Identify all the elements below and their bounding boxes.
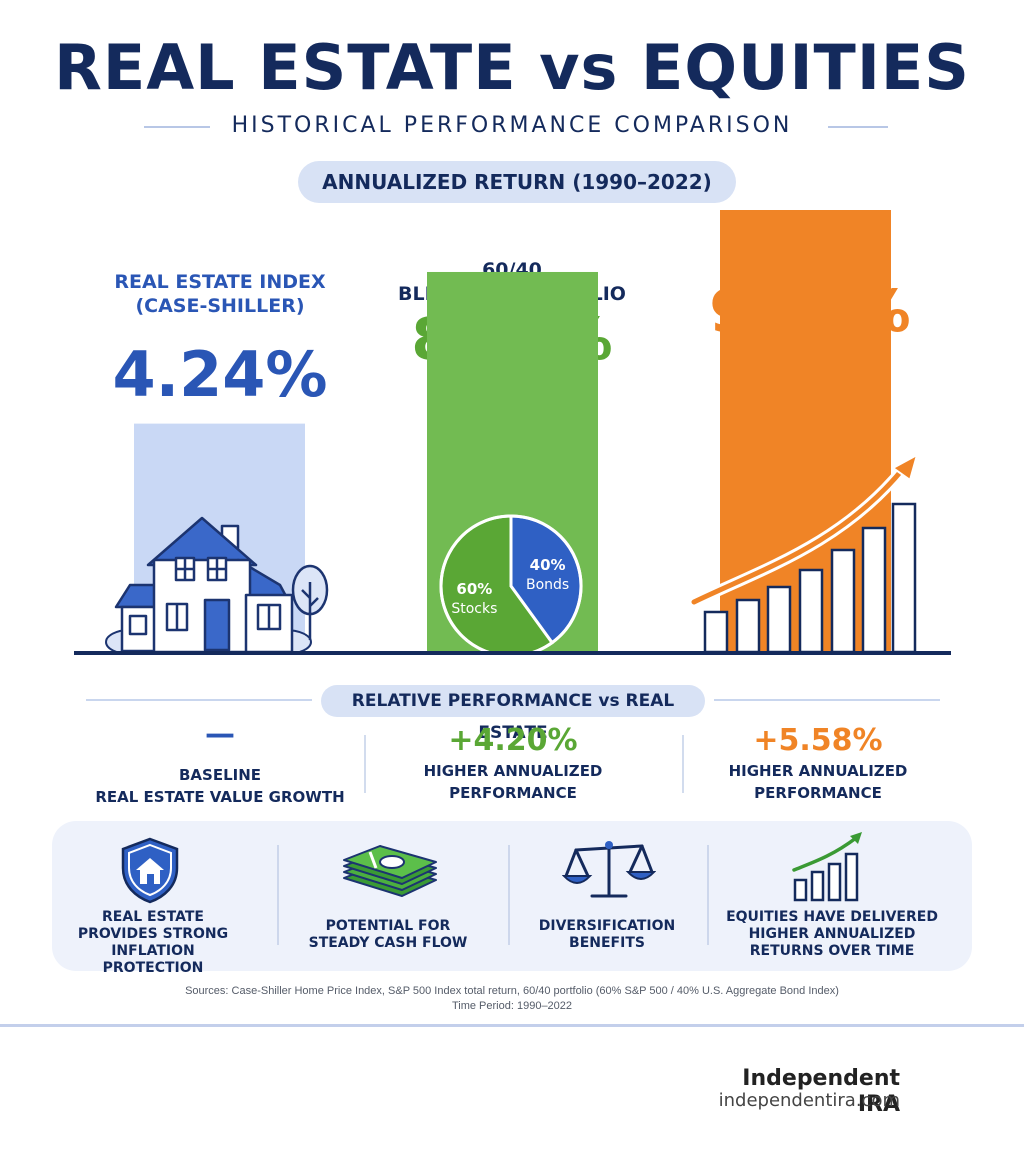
- brand-url: independentira.com: [718, 1090, 900, 1111]
- feature-inflation: REAL ESTATE PROVIDES STRONG INFLATION PR…: [60, 909, 246, 977]
- pie-label-value: 60%: [456, 580, 492, 598]
- feature-line: DIVERSIFICATION: [538, 918, 676, 934]
- bar-value-real-estate: 4.24%: [112, 338, 328, 411]
- brand-name: Independent IRA: [742, 1066, 900, 1117]
- chart-baseline: [74, 651, 951, 655]
- bar-chart: 60% Stocks 40% Bonds: [74, 210, 951, 658]
- feature-divider: [508, 845, 510, 945]
- relative-line: REAL ESTATE VALUE GROWTH: [95, 788, 345, 806]
- section-rule-right: [714, 699, 940, 701]
- time-period-text: Time Period: 1990–2022: [451, 1000, 573, 1012]
- arrow-up-icon: [688, 452, 919, 608]
- bars-growth-icon: [703, 502, 917, 654]
- feature-line: INFLATION PROTECTION: [102, 943, 204, 976]
- relative-item-baseline: — BASELINE REAL ESTATE VALUE GROWTH: [90, 718, 350, 808]
- house-icon: [105, 516, 312, 655]
- relative-pill: RELATIVE PERFORMANCE vs REAL ESTATE: [321, 685, 705, 743]
- feature-line: STEADY CASH FLOW: [308, 935, 468, 951]
- relative-item-blended: +4.20% HIGHER ANNUALIZED PERFORMANCE: [383, 724, 643, 804]
- feature-line: RETURNS OVER TIME: [749, 943, 915, 959]
- relative-divider: [682, 735, 684, 793]
- cash-stack-icon: [343, 845, 437, 897]
- bar-label-real-estate: REAL ESTATE INDEX (CASE-SHILLER): [100, 270, 340, 318]
- pie-chart: 60% Stocks 40% Bonds: [439, 514, 583, 658]
- pie-label-value: 40%: [530, 556, 566, 574]
- relative-line: HIGHER ANNUALIZED: [423, 762, 603, 780]
- pie-label-name: Bonds: [526, 577, 569, 593]
- sources-text: Sources: Case-Shiller Home Price Index, …: [185, 985, 839, 997]
- subtitle-rule-right: [828, 126, 888, 128]
- page-subtitle: HISTORICAL PERFORMANCE COMPARISON: [231, 113, 793, 138]
- relative-divider: [364, 735, 366, 793]
- feature-line: REAL ESTATE: [102, 909, 204, 925]
- pie-label-name: Stocks: [451, 601, 497, 617]
- balance-scale-icon: [562, 841, 656, 898]
- feature-divider: [707, 845, 709, 945]
- bar-label-line: (CASE-SHILLER): [135, 295, 305, 317]
- relative-head: —: [205, 717, 235, 752]
- shield-house-icon: [121, 837, 179, 904]
- feature-cash-flow: POTENTIAL FOR STEADY CASH FLOW: [293, 918, 483, 952]
- feature-equities: EQUITIES HAVE DELIVERED HIGHER ANNUALIZE…: [722, 909, 942, 960]
- relative-line: PERFORMANCE: [449, 784, 577, 802]
- bar-label-line: REAL ESTATE INDEX: [114, 271, 326, 293]
- section-rule-left: [86, 699, 312, 701]
- relative-line: HIGHER ANNUALIZED: [728, 762, 908, 780]
- period-pill: ANNUALIZED RETURN (1990–2022): [298, 161, 736, 203]
- footer-rule: [0, 1024, 1024, 1027]
- feature-divider: [277, 845, 279, 945]
- subtitle-rule-left: [144, 126, 210, 128]
- relative-head: +5.58%: [753, 723, 883, 758]
- page-title: REAL ESTATE vs EQUITIES: [54, 31, 970, 104]
- feature-line: HIGHER ANNUALIZED: [748, 926, 916, 942]
- pie-outline: [439, 514, 583, 658]
- relative-head: +4.20%: [448, 723, 578, 758]
- feature-line: EQUITIES HAVE DELIVERED: [726, 909, 938, 925]
- feature-diversification: DIVERSIFICATION BENEFITS: [512, 918, 702, 952]
- feature-line: BENEFITS: [569, 935, 645, 951]
- tree-icon: [291, 564, 329, 640]
- relative-line: BASELINE: [178, 766, 262, 784]
- growth-chart-icon: [792, 832, 862, 902]
- relative-item-sp500: +5.58% HIGHER ANNUALIZED PERFORMANCE: [688, 724, 948, 804]
- relative-line: PERFORMANCE: [754, 784, 882, 802]
- feature-line: POTENTIAL FOR: [325, 918, 451, 934]
- sources-note: Sources: Case-Shiller Home Price Index, …: [0, 984, 1024, 1014]
- feature-line: PROVIDES STRONG: [77, 926, 229, 942]
